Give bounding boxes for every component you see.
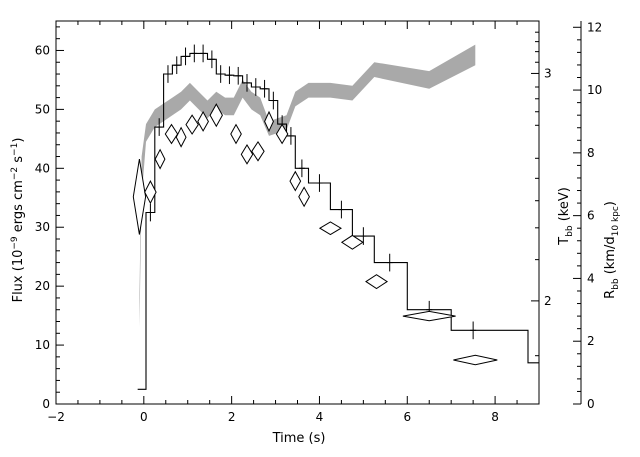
- x-tick-label: 6: [403, 410, 411, 424]
- x-tick-label: 2: [228, 410, 236, 424]
- flux-tick-label: 0: [42, 397, 50, 411]
- temperature-band: [139, 44, 476, 328]
- radius-tick-label: 6: [587, 209, 595, 223]
- radius-diamond: [365, 274, 389, 290]
- radius-diamond: [209, 103, 223, 128]
- radius-diamond: [298, 186, 310, 208]
- radius-diamond: [197, 110, 209, 132]
- flux-error-points: [147, 44, 477, 340]
- radius-axis-label: Rbb (km/d10 kpc): [603, 201, 621, 299]
- radius-diamond: [164, 123, 179, 145]
- flux-tick-label: 60: [35, 43, 50, 57]
- radius-diamond: [175, 126, 187, 148]
- temperature-band-area: [139, 44, 476, 328]
- x-tick-label: 8: [491, 410, 499, 424]
- radius-diamond: [230, 123, 242, 145]
- temperature-tick-label: 3: [544, 66, 552, 80]
- radius-diamond: [275, 123, 289, 145]
- radius-diamond: [154, 148, 166, 170]
- flux-tick-label: 40: [35, 161, 50, 175]
- x-tick-label: −2: [47, 410, 65, 424]
- radius-diamond: [318, 221, 342, 236]
- radius-diamond: [289, 170, 302, 192]
- radius-diamond: [264, 110, 274, 133]
- radius-tick-label: 10: [587, 83, 602, 97]
- radius-diamond: [240, 144, 254, 165]
- temperature-tick-label: 2: [544, 294, 552, 308]
- x-tick-label: 4: [316, 410, 324, 424]
- radius-diamond: [402, 310, 456, 322]
- radius-tick-label: 0: [587, 397, 595, 411]
- radius-diamond-markers: [132, 103, 498, 366]
- flux-tick-label: 30: [35, 220, 50, 234]
- radius-diamond: [132, 159, 147, 235]
- x-tick-label: 0: [140, 410, 148, 424]
- plot-frame: [55, 20, 540, 405]
- radius-diamond: [185, 114, 199, 135]
- flux-tick-label: 50: [35, 102, 50, 116]
- temperature-axis-label: Tbb (keV): [557, 187, 575, 246]
- radius-diamond: [340, 234, 364, 250]
- radius-tick-label: 12: [587, 20, 602, 34]
- radius-tick-label: 2: [587, 334, 595, 348]
- flux-tick-label: 10: [35, 338, 50, 352]
- left-axis-label: Flux (10−9 ergs cm−2 s−1): [10, 138, 26, 303]
- radius-tick-label: 8: [587, 146, 595, 160]
- radius-diamond: [144, 180, 157, 205]
- radius-tick-label: 4: [587, 271, 595, 285]
- flux-tick-label: 20: [35, 279, 50, 293]
- radius-diamond: [453, 354, 498, 366]
- x-axis-label: Time (s): [272, 431, 326, 446]
- radius-diamond: [251, 140, 265, 162]
